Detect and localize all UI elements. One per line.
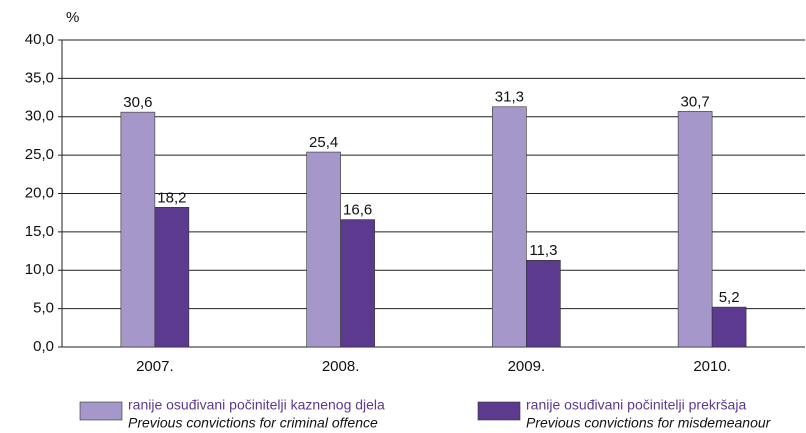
y-tick-label: 25,0 bbox=[25, 146, 54, 163]
x-tick-label: 2008. bbox=[322, 358, 360, 375]
bar bbox=[526, 259, 561, 348]
legend-label: ranije osuđivani počinitelji kaznenog dj… bbox=[128, 397, 385, 413]
bar bbox=[120, 111, 156, 348]
value-label: 30,6 bbox=[123, 94, 152, 111]
y-tick-label: 35,0 bbox=[25, 69, 54, 86]
bar bbox=[711, 306, 747, 348]
y-tick-label: 10,0 bbox=[25, 261, 54, 278]
y-tick-label: 5,0 bbox=[33, 300, 54, 317]
bar bbox=[154, 207, 190, 348]
y-tick-label: 15,0 bbox=[25, 223, 54, 240]
x-tick-label: 2010. bbox=[693, 358, 731, 375]
value-label: 16,6 bbox=[343, 202, 372, 219]
legend-swatch bbox=[79, 401, 123, 421]
bar bbox=[492, 106, 527, 348]
legend-swatch bbox=[477, 401, 521, 421]
legend-label: ranije osuđivani počinitelji prekršaja bbox=[526, 397, 746, 413]
y-axis-label: % bbox=[66, 9, 79, 26]
y-tick-label: 0,0 bbox=[33, 338, 54, 355]
y-tick-label: 20,0 bbox=[25, 184, 54, 201]
value-label: 5,2 bbox=[719, 289, 740, 306]
bar bbox=[306, 151, 341, 348]
bar bbox=[677, 111, 713, 348]
value-label: 25,4 bbox=[309, 134, 338, 151]
value-label: 18,2 bbox=[157, 189, 186, 206]
value-label: 30,7 bbox=[681, 93, 710, 110]
x-tick-label: 2007. bbox=[136, 358, 174, 375]
legend-label-en: Previous convictions for misdemeanour bbox=[526, 415, 772, 431]
bar bbox=[340, 219, 375, 348]
y-tick-label: 40,0 bbox=[25, 31, 54, 48]
value-label: 11,3 bbox=[529, 242, 557, 259]
y-tick-label: 30,0 bbox=[25, 108, 54, 125]
value-label: 31,3 bbox=[495, 89, 524, 106]
x-tick-label: 2009. bbox=[508, 358, 546, 375]
legend-label-en: Previous convictions for criminal offenc… bbox=[128, 415, 378, 431]
